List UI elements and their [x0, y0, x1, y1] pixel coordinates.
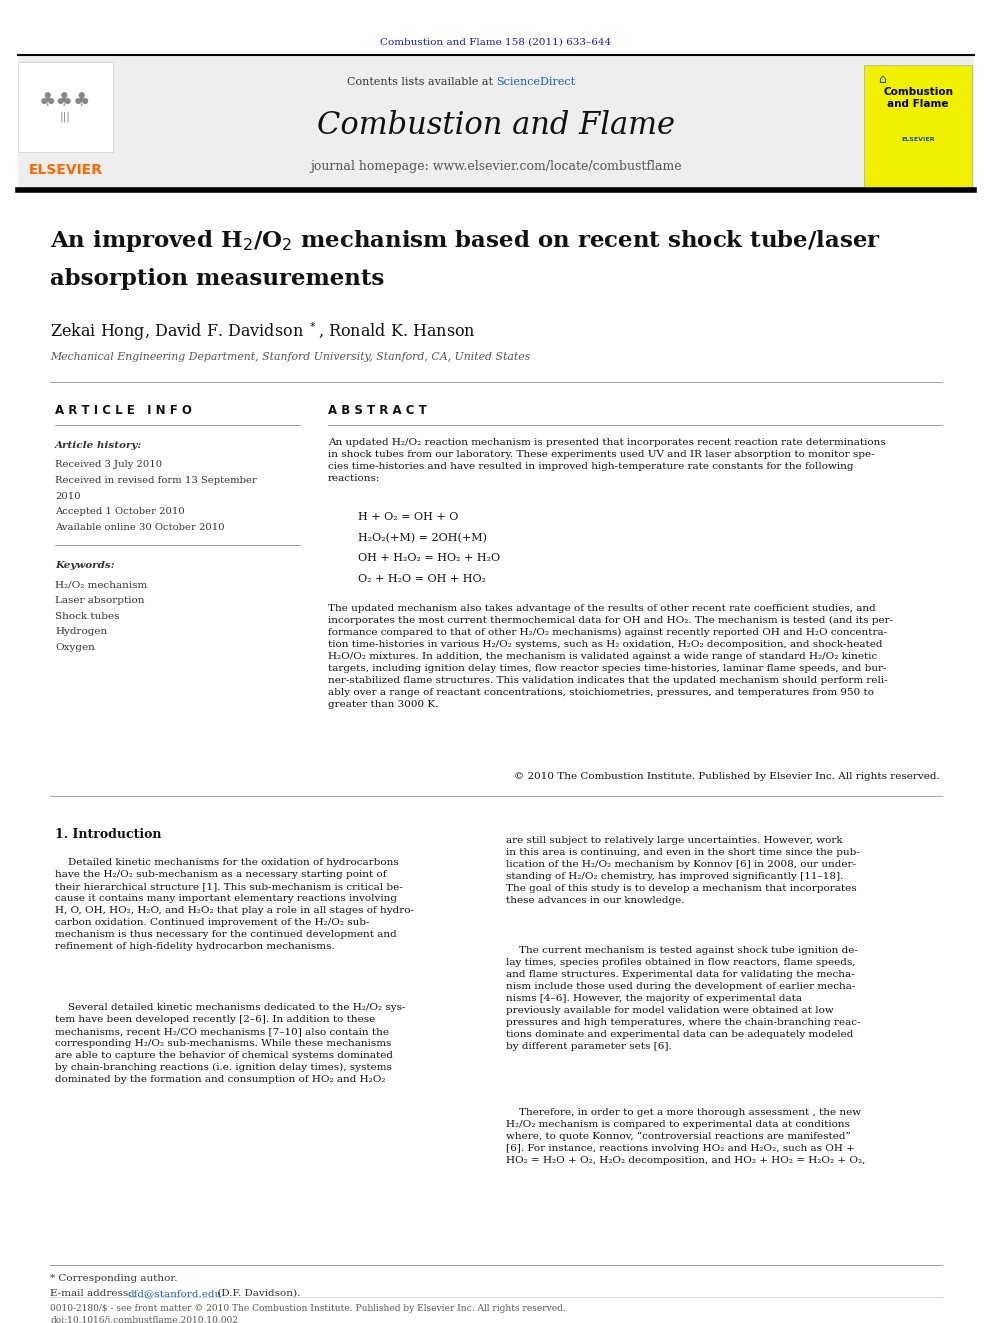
- Text: Accepted 1 October 2010: Accepted 1 October 2010: [55, 508, 185, 516]
- Text: Available online 30 October 2010: Available online 30 October 2010: [55, 523, 224, 532]
- Text: O₂ + H₂O = OH + HO₂: O₂ + H₂O = OH + HO₂: [358, 573, 486, 583]
- Text: Hydrogen: Hydrogen: [55, 627, 107, 636]
- Text: Shock tubes: Shock tubes: [55, 611, 119, 620]
- Text: The updated mechanism also takes advantage of the results of other recent rate c: The updated mechanism also takes advanta…: [328, 605, 893, 709]
- Text: Combustion and Flame 158 (2011) 633–644: Combustion and Flame 158 (2011) 633–644: [381, 38, 611, 48]
- Text: © 2010 The Combustion Institute. Published by Elsevier Inc. All rights reserved.: © 2010 The Combustion Institute. Publish…: [514, 773, 940, 781]
- Text: absorption measurements: absorption measurements: [50, 269, 384, 290]
- Text: ⌂: ⌂: [878, 73, 886, 86]
- Bar: [864, 65, 972, 191]
- Text: Received 3 July 2010: Received 3 July 2010: [55, 460, 162, 468]
- Text: Combustion
and Flame: Combustion and Flame: [883, 87, 953, 110]
- Text: dfd@stanford.edu: dfd@stanford.edu: [127, 1289, 221, 1298]
- Text: 0010-2180/$ - see front matter © 2010 The Combustion Institute. Published by Els: 0010-2180/$ - see front matter © 2010 Th…: [50, 1304, 565, 1312]
- Text: H₂/O₂ mechanism: H₂/O₂ mechanism: [55, 579, 147, 589]
- Text: A B S T R A C T: A B S T R A C T: [328, 404, 427, 417]
- Text: The current mechanism is tested against shock tube ignition de-
lay times, speci: The current mechanism is tested against …: [506, 946, 860, 1050]
- Text: * Corresponding author.: * Corresponding author.: [50, 1274, 178, 1283]
- Text: doi:10.1016/j.combustflame.2010.10.002: doi:10.1016/j.combustflame.2010.10.002: [50, 1316, 238, 1323]
- Text: Therefore, in order to get a more thorough assessment , the new
H₂/O₂ mechanism : Therefore, in order to get a more thorou…: [506, 1107, 865, 1166]
- Text: Zekai Hong, David F. Davidson $^*$, Ronald K. Hanson: Zekai Hong, David F. Davidson $^*$, Rona…: [50, 320, 476, 343]
- Text: (D.F. Davidson).: (D.F. Davidson).: [214, 1289, 301, 1298]
- Bar: [18, 56, 974, 191]
- Text: 2010: 2010: [55, 492, 80, 500]
- Text: OH + H₂O₂ = HO₂ + H₂O: OH + H₂O₂ = HO₂ + H₂O: [358, 553, 500, 564]
- Text: Several detailed kinetic mechanisms dedicated to the H₂/O₂ sys-
tem have been de: Several detailed kinetic mechanisms dedi…: [55, 1003, 406, 1084]
- Text: ELSEVIER: ELSEVIER: [29, 163, 102, 177]
- Text: ScienceDirect: ScienceDirect: [496, 77, 575, 87]
- Text: H + O₂ = OH + O: H + O₂ = OH + O: [358, 512, 458, 523]
- Text: An improved H$_2$/O$_2$ mechanism based on recent shock tube/laser: An improved H$_2$/O$_2$ mechanism based …: [50, 228, 881, 254]
- Text: ♣♣♣: ♣♣♣: [40, 91, 91, 111]
- Text: ELSEVIER: ELSEVIER: [902, 138, 934, 142]
- Text: Mechanical Engineering Department, Stanford University, Stanford, CA, United Sta: Mechanical Engineering Department, Stanf…: [50, 352, 531, 363]
- Text: E-mail address:: E-mail address:: [50, 1289, 135, 1298]
- Text: An updated H₂/O₂ reaction mechanism is presented that incorporates recent reacti: An updated H₂/O₂ reaction mechanism is p…: [328, 438, 886, 483]
- Text: Received in revised form 13 September: Received in revised form 13 September: [55, 476, 257, 484]
- Text: are still subject to relatively large uncertainties. However, work
in this area : are still subject to relatively large un…: [506, 836, 860, 905]
- Text: Oxygen: Oxygen: [55, 643, 95, 652]
- Text: Combustion and Flame: Combustion and Flame: [317, 110, 675, 142]
- Text: Detailed kinetic mechanisms for the oxidation of hydrocarbons
have the H₂/O₂ sub: Detailed kinetic mechanisms for the oxid…: [55, 859, 414, 951]
- Text: A R T I C L E   I N F O: A R T I C L E I N F O: [55, 404, 191, 417]
- Text: journal homepage: www.elsevier.com/locate/combustflame: journal homepage: www.elsevier.com/locat…: [310, 160, 682, 173]
- Text: Contents lists available at: Contents lists available at: [346, 77, 496, 87]
- Bar: [18, 62, 113, 152]
- Text: 1. Introduction: 1. Introduction: [55, 828, 162, 841]
- Text: |||: |||: [61, 111, 71, 122]
- Text: Keywords:: Keywords:: [55, 561, 115, 570]
- Text: Laser absorption: Laser absorption: [55, 595, 145, 605]
- Text: H₂O₂(+M) = 2OH(+M): H₂O₂(+M) = 2OH(+M): [358, 532, 487, 542]
- Text: Article history:: Article history:: [55, 441, 142, 450]
